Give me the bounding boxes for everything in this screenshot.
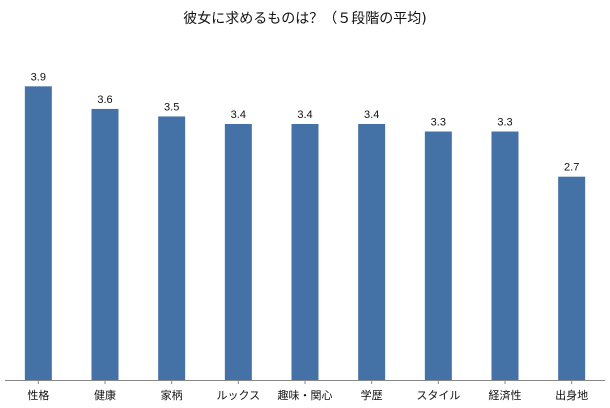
bar-value-label: 2.7	[564, 162, 579, 174]
bar-value-label: 3.4	[297, 109, 312, 121]
bar	[24, 86, 52, 380]
bar-value-label: 3.4	[364, 109, 379, 121]
bar	[91, 108, 119, 381]
bar	[491, 131, 519, 380]
bar-value-label: 3.3	[497, 117, 512, 129]
bar	[158, 116, 186, 380]
bar-value-label: 3.4	[231, 109, 246, 121]
x-tick-label: 健康	[94, 388, 116, 402]
x-tick-label: 経済性	[489, 388, 522, 402]
bar	[358, 123, 386, 380]
x-tick-label: スタイル	[416, 389, 460, 402]
x-tick-label: 性格	[27, 388, 49, 402]
x-tick-label: 家柄	[161, 388, 183, 402]
bar-value-label: 3.6	[97, 94, 112, 106]
bar-value-label: 3.5	[164, 101, 179, 113]
bar	[224, 123, 252, 380]
bar	[291, 123, 319, 380]
x-tick-label: 趣味・関心	[278, 388, 333, 402]
x-tick-label: ルックス	[216, 389, 260, 402]
x-tick-label: 出身地	[555, 388, 588, 402]
x-tick-label: 学歴	[361, 388, 383, 402]
bar-value-label: 3.9	[31, 71, 46, 83]
bar	[424, 131, 452, 380]
bar-value-label: 3.3	[431, 117, 446, 129]
chart-title: 彼女に求めるものは？（５段階の平均)	[183, 11, 427, 27]
bar	[558, 176, 586, 380]
